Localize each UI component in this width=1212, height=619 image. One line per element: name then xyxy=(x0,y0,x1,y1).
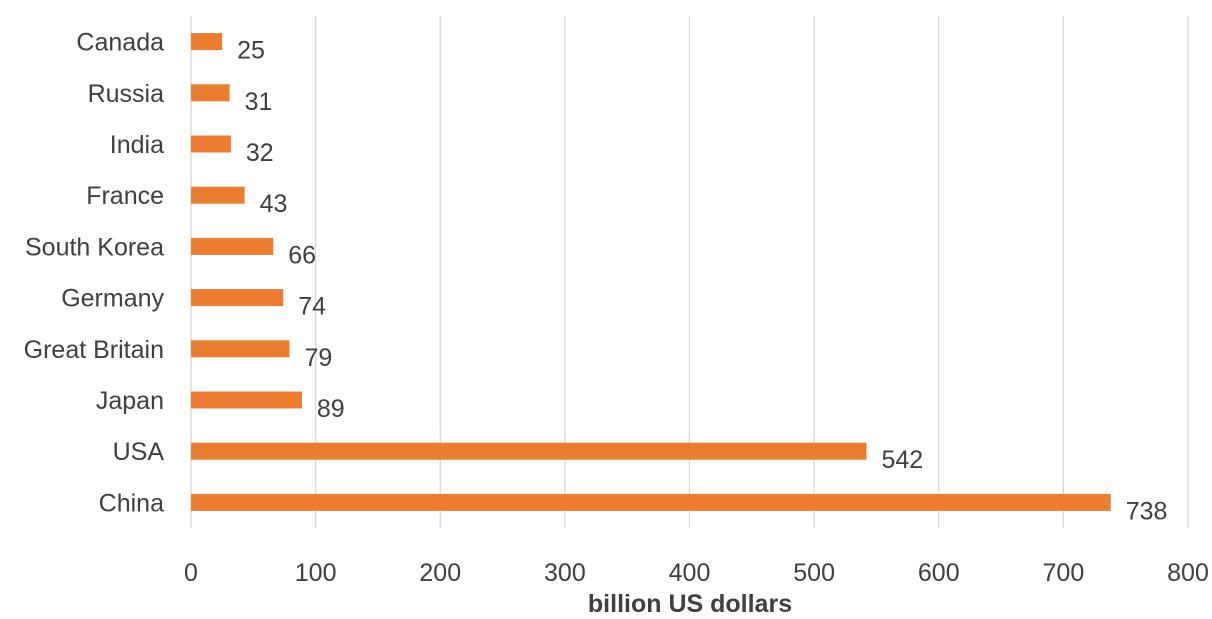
x-tick-label-400: 400 xyxy=(669,559,711,587)
category-label-france: France xyxy=(86,182,164,210)
data-label-china: 738 xyxy=(1126,497,1168,525)
bar-japan xyxy=(191,391,302,409)
bar-france xyxy=(191,186,245,204)
x-tick-label-100: 100 xyxy=(295,559,337,587)
x-tick-label-800: 800 xyxy=(1167,559,1209,587)
x-tick-label-300: 300 xyxy=(544,559,586,587)
bar-india xyxy=(191,135,231,153)
category-label-south-korea: South Korea xyxy=(25,233,164,261)
bar-usa xyxy=(191,442,867,460)
labels: 0 100 200 300 400 500 600 700 800 China 738 USA 542 J… xyxy=(24,29,1209,587)
category-label-usa: USA xyxy=(113,438,165,466)
x-tick-label-600: 600 xyxy=(918,559,960,587)
bar-canada xyxy=(191,33,223,51)
category-label-germany: Germany xyxy=(61,285,164,313)
data-label-russia: 31 xyxy=(245,88,273,116)
category-label-japan: Japan xyxy=(96,387,164,415)
x-tick-label-200: 200 xyxy=(419,559,461,587)
x-tick-label-700: 700 xyxy=(1043,559,1085,587)
data-label-canada: 25 xyxy=(237,37,265,65)
x-tick-label-0: 0 xyxy=(184,559,198,587)
data-label-great-britain: 79 xyxy=(304,344,332,372)
data-label-india: 32 xyxy=(246,139,274,167)
data-label-usa: 542 xyxy=(881,446,923,474)
grid-lines xyxy=(190,16,1189,528)
category-label-russia: Russia xyxy=(88,80,165,108)
category-label-china: China xyxy=(99,489,164,517)
bar-russia xyxy=(191,84,230,102)
bar-china xyxy=(191,493,1111,511)
data-label-germany: 74 xyxy=(298,293,326,321)
bar-germany xyxy=(191,289,284,307)
category-label-canada: Canada xyxy=(76,29,164,57)
data-label-france: 43 xyxy=(260,190,288,218)
category-label-india: India xyxy=(110,131,164,159)
category-label-great-britain: Great Britain xyxy=(24,336,164,364)
bar-great-britain xyxy=(191,340,290,358)
x-axis-title: billion US dollars xyxy=(588,590,792,618)
data-label-south-korea: 66 xyxy=(288,241,316,269)
data-label-japan: 89 xyxy=(317,395,345,423)
bar-south-korea xyxy=(191,237,274,255)
x-tick-label-500: 500 xyxy=(793,559,835,587)
bars xyxy=(191,33,1111,511)
